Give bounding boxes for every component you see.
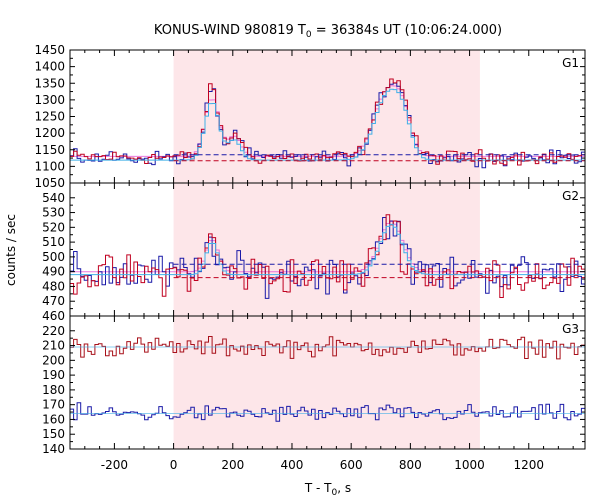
- panels: 105011001150120012501300135014001450G146…: [34, 43, 586, 472]
- x-tick-label: 400: [281, 458, 304, 472]
- highlight-interval: [173, 316, 480, 449]
- y-tick-label: 220: [42, 324, 65, 338]
- x-axis-label-subscript: 0: [332, 488, 338, 498]
- y-tick-label: 460: [42, 309, 65, 323]
- x-tick-label: -200: [101, 458, 128, 472]
- x-tick-label: 800: [399, 458, 422, 472]
- y-tick-label: 470: [42, 294, 65, 308]
- y-tick-label: 170: [42, 398, 65, 412]
- panel-label: G2: [562, 189, 579, 203]
- x-axis-label-main: T - T: [304, 481, 332, 495]
- y-tick-label: 180: [42, 383, 65, 397]
- y-tick-label: 480: [42, 279, 65, 293]
- y-tick-label: 1150: [34, 143, 65, 157]
- y-tick-label: 490: [42, 265, 65, 279]
- series-line-1: [70, 336, 585, 360]
- x-tick-label: 1200: [513, 458, 544, 472]
- chart-title: KONUS-WIND 980819 T0 = 36384s UT (10:06:…: [154, 23, 502, 40]
- y-tick-label: 500: [42, 250, 65, 264]
- panel-label: G3: [562, 322, 579, 336]
- chart-title-main: KONUS-WIND 980819 T: [154, 23, 306, 38]
- y-tick-label: 190: [42, 368, 65, 382]
- y-tick-label: 510: [42, 235, 65, 249]
- y-tick-label: 210: [42, 339, 65, 353]
- y-tick-label: 1100: [34, 159, 65, 173]
- y-tick-label: 160: [42, 412, 65, 426]
- y-tick-label: 1350: [34, 76, 65, 90]
- x-tick-label: 600: [340, 458, 363, 472]
- data-line-red: [70, 78, 585, 166]
- panel-label: G1: [562, 56, 579, 70]
- y-tick-label: 140: [42, 442, 65, 456]
- y-tick-label: 1050: [34, 176, 65, 190]
- x-tick-label: 200: [221, 458, 244, 472]
- x-tick-label: 0: [170, 458, 178, 472]
- chart-title-rest: = 36384s UT (10:06:24.000): [312, 23, 502, 38]
- x-axis-label-rest: , s: [337, 481, 351, 495]
- y-tick-label: 1200: [34, 126, 65, 140]
- x-tick-label: 1000: [454, 458, 485, 472]
- y-tick-label: 520: [42, 220, 65, 234]
- chart-title-subscript: 0: [306, 30, 312, 40]
- x-axis-label: T - T0, s: [304, 481, 351, 498]
- y-tick-label: 150: [42, 427, 65, 441]
- y-tick-label: 1300: [34, 93, 65, 107]
- smooth-fit-line: [70, 88, 585, 161]
- smooth-fit-line: [70, 223, 585, 276]
- y-axis-label: counts / sec: [4, 214, 18, 286]
- y-tick-label: 1250: [34, 110, 65, 124]
- y-tick-label: 530: [42, 206, 65, 220]
- y-tick-label: 1400: [34, 60, 65, 74]
- y-tick-label: 1450: [34, 43, 65, 57]
- y-tick-label: 200: [42, 353, 65, 367]
- panel-g1: 1050 1100 1150 1200 1250 1300 1350 1400 1450 G1: [34, 43, 586, 190]
- y-tick-label: 540: [42, 191, 65, 205]
